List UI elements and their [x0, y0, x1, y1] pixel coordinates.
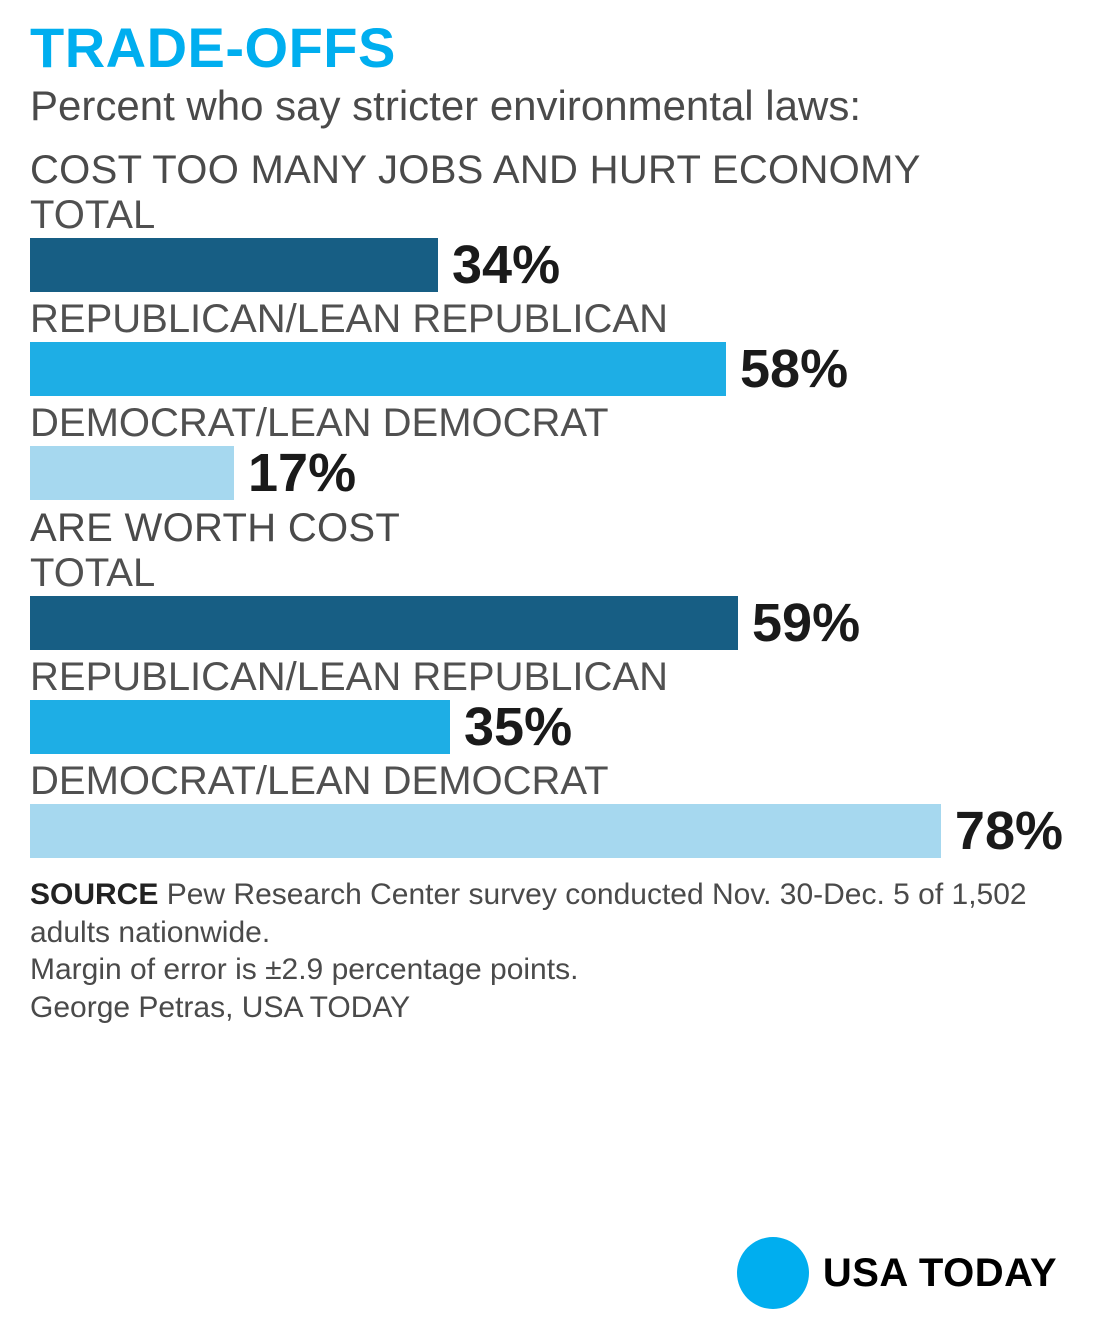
logo-text: USA TODAY — [823, 1251, 1057, 1296]
chart-title: TRADE-OFFS — [30, 20, 1063, 76]
logo-dot-icon — [737, 1237, 809, 1309]
bar-label: REPUBLICAN/LEAN REPUBLICAN — [30, 654, 1063, 700]
bar-label: REPUBLICAN/LEAN REPUBLICAN — [30, 296, 1063, 342]
bar — [30, 700, 450, 754]
bar-block: TOTAL34% — [30, 192, 1063, 292]
source-text: Pew Research Center survey conducted Nov… — [30, 878, 1027, 949]
publisher-logo: USA TODAY — [737, 1237, 1057, 1309]
section-heading: COST TOO MANY JOBS AND HURT ECONOMY — [30, 148, 1063, 192]
chart-subtitle: Percent who say stricter environmental l… — [30, 82, 1063, 130]
bar-block: DEMOCRAT/LEAN DEMOCRAT78% — [30, 758, 1063, 858]
bar-block: REPUBLICAN/LEAN REPUBLICAN58% — [30, 296, 1063, 396]
bar-row: 59% — [30, 596, 1063, 650]
bar-label: TOTAL — [30, 550, 1063, 596]
bar-value: 34% — [452, 238, 560, 292]
source-label: SOURCE — [30, 878, 158, 911]
bar-value: 59% — [752, 596, 860, 650]
bar-value: 35% — [464, 700, 572, 754]
bar-label: TOTAL — [30, 192, 1063, 238]
bar-row: 58% — [30, 342, 1063, 396]
bar — [30, 342, 726, 396]
bar-block: DEMOCRAT/LEAN DEMOCRAT17% — [30, 400, 1063, 500]
bar-label: DEMOCRAT/LEAN DEMOCRAT — [30, 758, 1063, 804]
bar-value: 17% — [248, 446, 356, 500]
bar — [30, 446, 234, 500]
bar-row: 17% — [30, 446, 1063, 500]
bar-row: 34% — [30, 238, 1063, 292]
bar-label: DEMOCRAT/LEAN DEMOCRAT — [30, 400, 1063, 446]
bar — [30, 238, 438, 292]
sections-container: COST TOO MANY JOBS AND HURT ECONOMYTOTAL… — [30, 148, 1063, 858]
bar-row: 35% — [30, 700, 1063, 754]
chart-footer: SOURCE Pew Research Center survey conduc… — [30, 876, 1063, 1026]
bar-block: TOTAL59% — [30, 550, 1063, 650]
margin-of-error: Margin of error is ±2.9 percentage point… — [30, 951, 1063, 989]
bar-value: 58% — [740, 342, 848, 396]
bar-value: 78% — [955, 804, 1063, 858]
bar-row: 78% — [30, 804, 1063, 858]
bar-block: REPUBLICAN/LEAN REPUBLICAN35% — [30, 654, 1063, 754]
bar — [30, 596, 738, 650]
bar — [30, 804, 941, 858]
credit: George Petras, USA TODAY — [30, 989, 1063, 1027]
section-heading: ARE WORTH COST — [30, 506, 1063, 550]
